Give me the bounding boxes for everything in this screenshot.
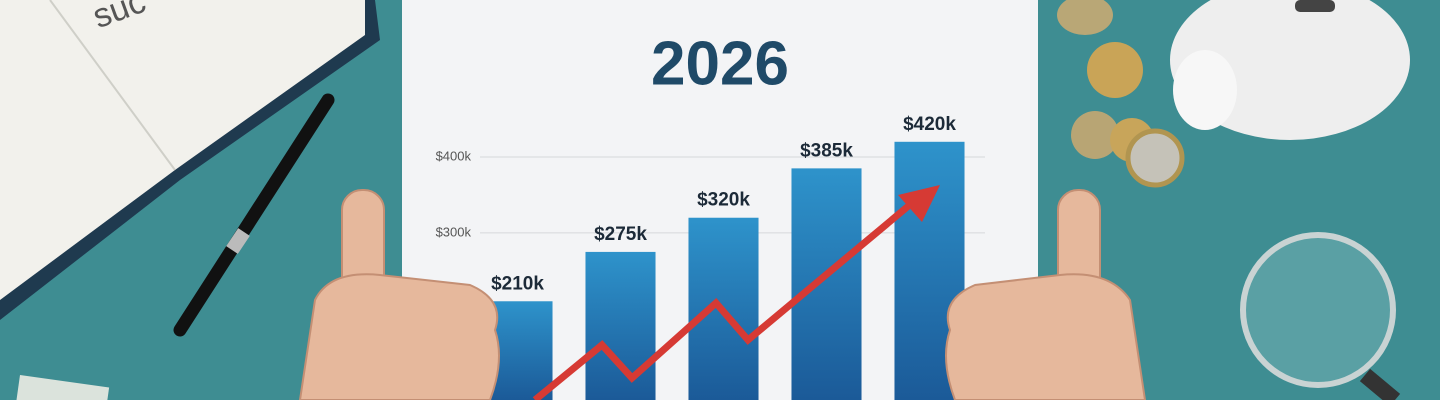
notebook: suc	[0, 0, 380, 320]
right-hand	[945, 189, 1147, 401]
y-tick-label: $400k	[436, 148, 472, 163]
value-label: $275k	[594, 224, 647, 245]
chart-title: 2026	[651, 29, 789, 98]
value-label: $420k	[903, 114, 956, 135]
banknote	[15, 375, 110, 405]
pen	[173, 93, 335, 337]
magnifier	[1240, 232, 1401, 405]
bar	[585, 251, 656, 400]
y-tick-label: $300k	[436, 224, 472, 239]
left-hand	[298, 189, 500, 401]
piggy-bank	[1170, 0, 1410, 140]
value-label: $385k	[800, 140, 853, 161]
bar	[791, 168, 862, 400]
trend-arrow	[532, 185, 940, 403]
value-label: $320k	[697, 190, 750, 211]
coins	[1057, 0, 1185, 188]
value-label: $210k	[491, 273, 544, 294]
